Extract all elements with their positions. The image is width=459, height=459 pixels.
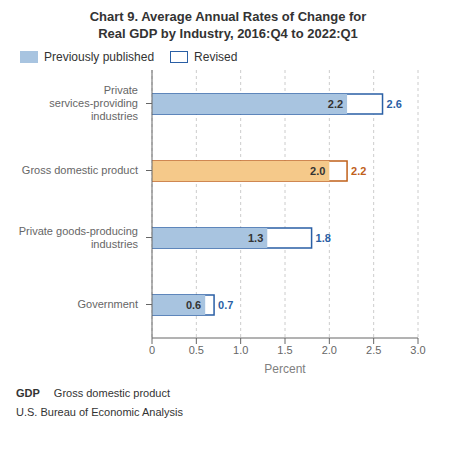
svg-text:Government: Government	[77, 298, 138, 310]
svg-text:3.0: 3.0	[410, 344, 425, 356]
svg-text:2.2: 2.2	[351, 165, 366, 177]
html-text:Chart 9. Average Annual Rates: Chart 9. Average Annual Rates of Change …	[89, 9, 367, 24]
html-text:U.S. Bureau of Economic Analys: U.S. Bureau of Economic Analysis	[16, 406, 183, 418]
html-text:GDP: GDP	[16, 387, 40, 399]
svg-text:0: 0	[149, 344, 155, 356]
html-text:Gross domestic product: Gross domestic product	[53, 387, 170, 399]
svg-text:2.6: 2.6	[387, 98, 402, 110]
svg-text:2.0: 2.0	[310, 165, 325, 177]
svg-text:1.8: 1.8	[316, 232, 331, 244]
svg-text:0.6: 0.6	[186, 299, 201, 311]
svg-text:1.3: 1.3	[248, 232, 263, 244]
svg-text:2.5: 2.5	[366, 344, 381, 356]
svg-text:2.2: 2.2	[328, 98, 343, 110]
svg-text:0.7: 0.7	[218, 299, 233, 311]
html-text:Real GDP by Industry, 2016:Q4: Real GDP by Industry, 2016:Q4 to 2022:Q1	[98, 26, 358, 41]
svg-text:1.0: 1.0	[233, 344, 248, 356]
html-text:Previously published: Previously published	[44, 50, 155, 64]
svg-text:Gross domestic product: Gross domestic product	[22, 164, 138, 176]
html-text:Revised: Revised	[194, 50, 238, 64]
svg-text:2.0: 2.0	[322, 344, 337, 356]
svg-text:0.5: 0.5	[189, 344, 204, 356]
svg-text:Privateservices-providingindus: Privateservices-providingindustries	[49, 84, 138, 122]
svg-text:Percent: Percent	[264, 362, 306, 376]
svg-text:Private goods-producingindustr: Private goods-producingindustries	[19, 225, 139, 250]
svg-text:1.5: 1.5	[277, 344, 292, 356]
